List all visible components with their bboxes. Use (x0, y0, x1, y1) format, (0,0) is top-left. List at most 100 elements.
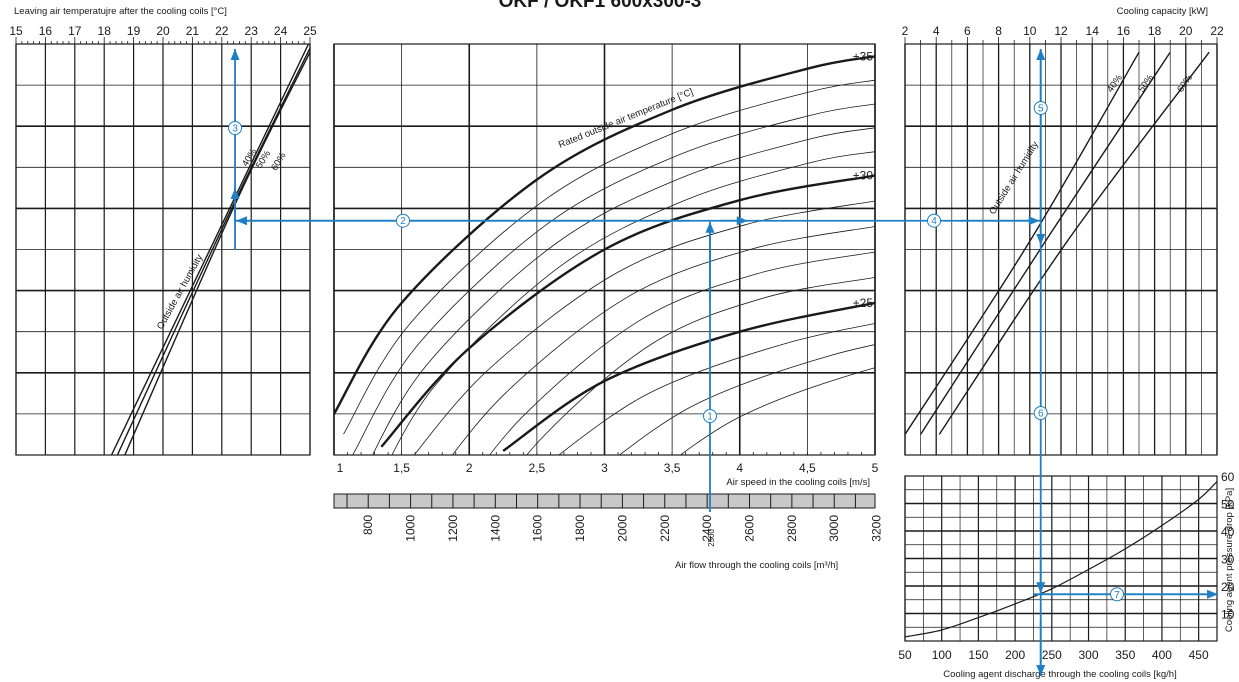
left-x-tick-label: 15 (9, 24, 23, 38)
airflow-tick-label: 2200 (658, 515, 672, 542)
step-3-mid-arrow-head (230, 188, 240, 199)
bottom-x-tick-label: 350 (1115, 648, 1135, 662)
left-x-tick-label: 16 (39, 24, 53, 38)
step-marker-6: 6 (1033, 406, 1048, 420)
step-marker-3: 3 (228, 121, 243, 135)
temperature-curve (372, 127, 875, 455)
left-x-tick-label: 20 (156, 24, 170, 38)
bottom-y-tick-label: 40 (1221, 525, 1235, 539)
left-x-tick-label: 24 (274, 24, 288, 38)
temperature-curve (526, 277, 875, 455)
bottom-y-tick-label: 10 (1221, 608, 1235, 622)
bottom-y-axis-title: Cooling agent pressure drop [kPa] (1224, 488, 1235, 632)
right-humidity-curve (920, 51, 1171, 435)
temperature-curve (489, 251, 875, 455)
bottom-y-tick-label: 60 (1221, 470, 1235, 484)
arrow-layer (230, 49, 1218, 676)
bottom-x-tick-label: 400 (1152, 648, 1172, 662)
step-6-arrow-head (1036, 665, 1046, 676)
temperature-curve-label: +25 (853, 296, 874, 310)
step-marker-circle (1033, 101, 1048, 115)
airflow-tick-label: 3200 (870, 515, 884, 542)
left-x-tick-label: 18 (98, 24, 112, 38)
bottom-x-tick-label: 250 (1042, 648, 1062, 662)
curve-layer (110, 44, 1217, 638)
temperature-curve-label: +30 (853, 169, 874, 183)
step-7-arrow-head (1207, 589, 1218, 599)
airflow-tick-label: 800 (361, 515, 375, 535)
temperature-curve (380, 174, 875, 448)
bottom-y-tick-label: 20 (1221, 580, 1235, 594)
center-x-tick-label: 3 (601, 461, 608, 475)
step-marker-number: 3 (232, 124, 238, 135)
center-x-tick-label: 4 (736, 461, 743, 475)
right-x-tick-label: 10 (1023, 24, 1037, 38)
airflow-tick-label: 3000 (827, 515, 841, 542)
bottom-curves (905, 481, 1217, 638)
temperature-curve (502, 301, 875, 452)
step-marker-1: 1 (702, 409, 717, 423)
right-x-tick-label: 2 (902, 24, 909, 38)
temperature-curve (352, 103, 875, 455)
airflow-tick-label: 1400 (488, 515, 502, 542)
center-x-tick-label: 1,5 (393, 461, 410, 475)
bottom-x-tick-label: 450 (1189, 648, 1209, 662)
step-marker-circle (1033, 406, 1048, 420)
chart-title: OKF / OKF1 600x300-3 (499, 0, 702, 12)
left-humidity-curve (110, 44, 310, 455)
airflow-tick-label: 2800 (785, 515, 799, 542)
bottom-y-tick-label: 30 (1221, 553, 1235, 567)
step-6a-arrow-head (1036, 234, 1046, 245)
flow-2500-label: 2500 (707, 529, 716, 547)
grid-layer (15, 37, 1218, 642)
right-humidity-curve (938, 51, 1210, 435)
center-x-tick-label: 4,5 (799, 461, 816, 475)
left-humidity-curve (116, 47, 310, 455)
bottom-x-tick-label: 200 (1005, 648, 1025, 662)
right-x-axis-title: Cooling capacity [kW] (1117, 6, 1208, 17)
step-marker-number: 4 (931, 216, 937, 227)
bottom-x-tick-label: 150 (968, 648, 988, 662)
temperature-curve (679, 367, 875, 455)
center-speed-axis-title: Air speed in the cooling coils [m/s] (726, 477, 870, 488)
temperature-curve (558, 323, 875, 455)
center-x-tick-label: 5 (872, 461, 879, 475)
step-marker-circle (1110, 587, 1124, 602)
right-x-tick-label: 12 (1054, 24, 1068, 38)
center-x-tick-label: 3,5 (664, 461, 681, 475)
bottom-y-tick-label: 50 (1221, 498, 1235, 512)
right-x-tick-label: 14 (1086, 24, 1100, 38)
right-x-tick-label: 18 (1148, 24, 1162, 38)
pressure-drop-curve (905, 481, 1217, 638)
airflow-tick-label: 1800 (573, 515, 587, 542)
left-x-tick-label: 22 (215, 24, 229, 38)
step-marker-circle (927, 213, 941, 228)
airflow-tick-label: 1600 (531, 515, 545, 542)
step-marker-circle (396, 213, 410, 228)
step-marker-5: 5 (1033, 101, 1048, 115)
right-x-tick-label: 4 (933, 24, 940, 38)
step-marker-circle (228, 121, 243, 135)
marker-layer: 1 2 3 4 5 6 7 (228, 101, 1124, 602)
right-x-tick-label: 16 (1117, 24, 1131, 38)
left-x-tick-label: 19 (127, 24, 141, 38)
left-series-label: 60% (269, 150, 289, 172)
step-2-arrow-head (236, 216, 248, 226)
step-marker-number: 6 (1038, 409, 1044, 420)
temperature-curve (451, 226, 875, 455)
center-x-tick-label: 1 (337, 461, 344, 475)
step-5-arrow-head (1036, 49, 1046, 60)
right-x-tick-label: 8 (995, 24, 1002, 38)
temperature-curve (413, 200, 875, 455)
step-marker-circle (702, 409, 717, 423)
left-curves (110, 44, 310, 455)
temperature-curve (618, 344, 875, 455)
temperature-curve (391, 151, 875, 455)
right-curves (905, 51, 1210, 435)
temperature-curve (334, 55, 875, 415)
left-x-axis-title: Leaving air temperatujre after the cooli… (14, 6, 227, 17)
bottom-x-tick-label: 100 (932, 648, 952, 662)
center-x-tick-label: 2 (466, 461, 473, 475)
airflow-tick-label: 1200 (446, 515, 460, 542)
